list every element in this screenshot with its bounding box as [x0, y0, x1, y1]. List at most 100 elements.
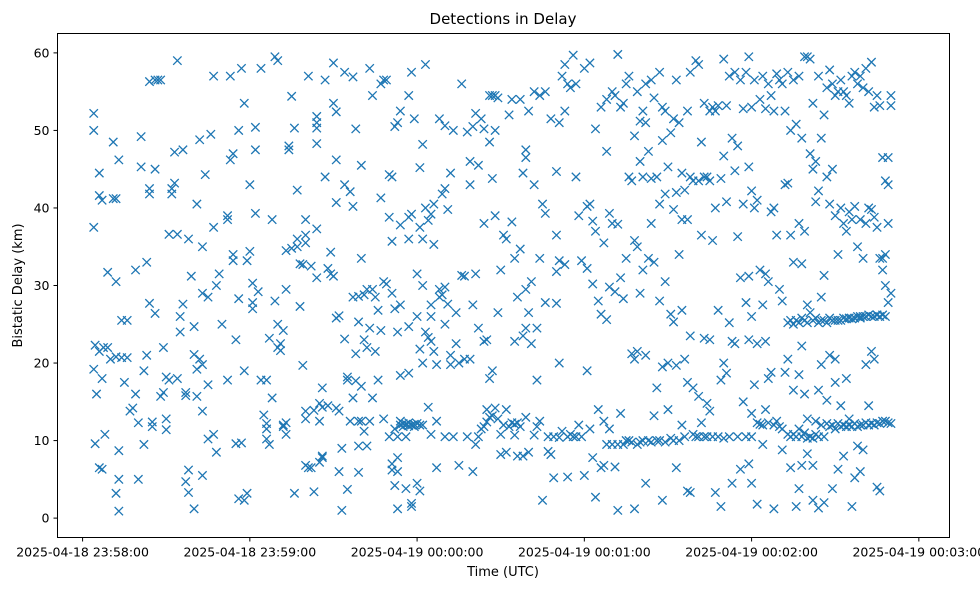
data-point: [819, 270, 829, 281]
data-point: [702, 398, 712, 409]
data-point: [337, 505, 347, 516]
data-point: [390, 304, 400, 314]
data-point: [719, 358, 729, 368]
data-point: [732, 141, 743, 151]
data-point: [836, 75, 846, 85]
data-point: [546, 449, 556, 460]
data-point: [264, 333, 275, 343]
data-point: [738, 397, 748, 407]
data-point: [312, 111, 322, 122]
data-point: [418, 420, 428, 430]
data-point: [192, 391, 202, 402]
data-point: [627, 176, 637, 186]
data-point: [883, 418, 893, 428]
data-point: [635, 437, 645, 447]
data-point: [281, 245, 291, 256]
data-point: [643, 435, 654, 446]
data-point: [540, 297, 550, 308]
data-point: [529, 430, 539, 440]
data-point: [295, 301, 305, 312]
data-point: [635, 116, 645, 126]
data-point: [858, 445, 868, 455]
data-point: [562, 472, 573, 482]
data-point: [621, 435, 631, 446]
data-point: [359, 335, 369, 345]
data-point: [657, 135, 668, 146]
data-point: [97, 195, 107, 205]
data-point: [744, 335, 754, 345]
data-point: [883, 218, 893, 229]
data-point: [880, 280, 891, 291]
data-point: [813, 385, 824, 395]
data-point: [646, 437, 656, 447]
y-tick-label: 30: [34, 278, 50, 293]
data-point: [337, 443, 347, 453]
data-point: [549, 473, 559, 483]
data-point: [696, 230, 707, 240]
data-point: [523, 106, 534, 116]
data-point: [693, 59, 704, 70]
data-point: [415, 222, 425, 233]
data-point: [468, 466, 478, 477]
data-point: [404, 90, 414, 101]
x-tick-label: 2025-04-19 00:00:00: [351, 545, 484, 560]
x-tick-label: 2025-04-19 00:03:00: [852, 545, 980, 560]
data-point: [206, 129, 216, 139]
data-point: [629, 504, 640, 514]
data-point: [476, 114, 486, 124]
data-point: [440, 121, 450, 131]
data-point: [353, 467, 364, 478]
data-point: [785, 463, 796, 473]
data-point: [181, 390, 191, 401]
data-point: [850, 67, 860, 77]
data-point: [353, 441, 364, 451]
data-point: [518, 451, 528, 461]
data-point: [713, 100, 723, 111]
data-point: [479, 421, 489, 432]
data-point: [147, 417, 157, 427]
data-point: [348, 393, 358, 403]
data-point: [426, 300, 436, 310]
data-point: [484, 373, 495, 384]
data-point: [234, 294, 244, 304]
data-point: [111, 488, 121, 498]
data-point: [816, 359, 826, 370]
data-point: [838, 86, 849, 97]
data-point: [103, 342, 113, 353]
data-point: [827, 420, 838, 430]
data-point: [744, 271, 754, 281]
data-point: [479, 124, 489, 134]
data-point: [847, 71, 857, 81]
data-point: [228, 256, 238, 266]
data-point: [721, 368, 732, 378]
data-point: [579, 470, 589, 481]
data-point: [440, 183, 450, 194]
data-point: [323, 263, 333, 274]
data-point: [217, 319, 227, 329]
data-point: [440, 319, 450, 329]
data-point: [353, 317, 364, 327]
data-point: [356, 253, 366, 264]
data-point: [532, 421, 542, 432]
data-point: [367, 284, 378, 295]
data-point: [390, 121, 400, 132]
data-point: [482, 335, 492, 345]
data-point: [351, 124, 361, 134]
data-point: [682, 486, 693, 496]
data-point: [418, 139, 428, 150]
data-point: [273, 55, 283, 66]
data-point: [833, 249, 843, 260]
data-point: [649, 257, 659, 267]
data-point: [130, 265, 141, 275]
data-point: [877, 265, 888, 275]
data-point: [437, 189, 447, 199]
data-point: [454, 460, 464, 471]
data-point: [261, 424, 272, 434]
data-point: [306, 261, 316, 271]
data-point: [674, 435, 684, 446]
data-point: [189, 349, 199, 360]
data-point: [114, 474, 124, 485]
data-point: [507, 217, 517, 227]
data-point: [328, 98, 339, 108]
data-point: [412, 478, 422, 488]
